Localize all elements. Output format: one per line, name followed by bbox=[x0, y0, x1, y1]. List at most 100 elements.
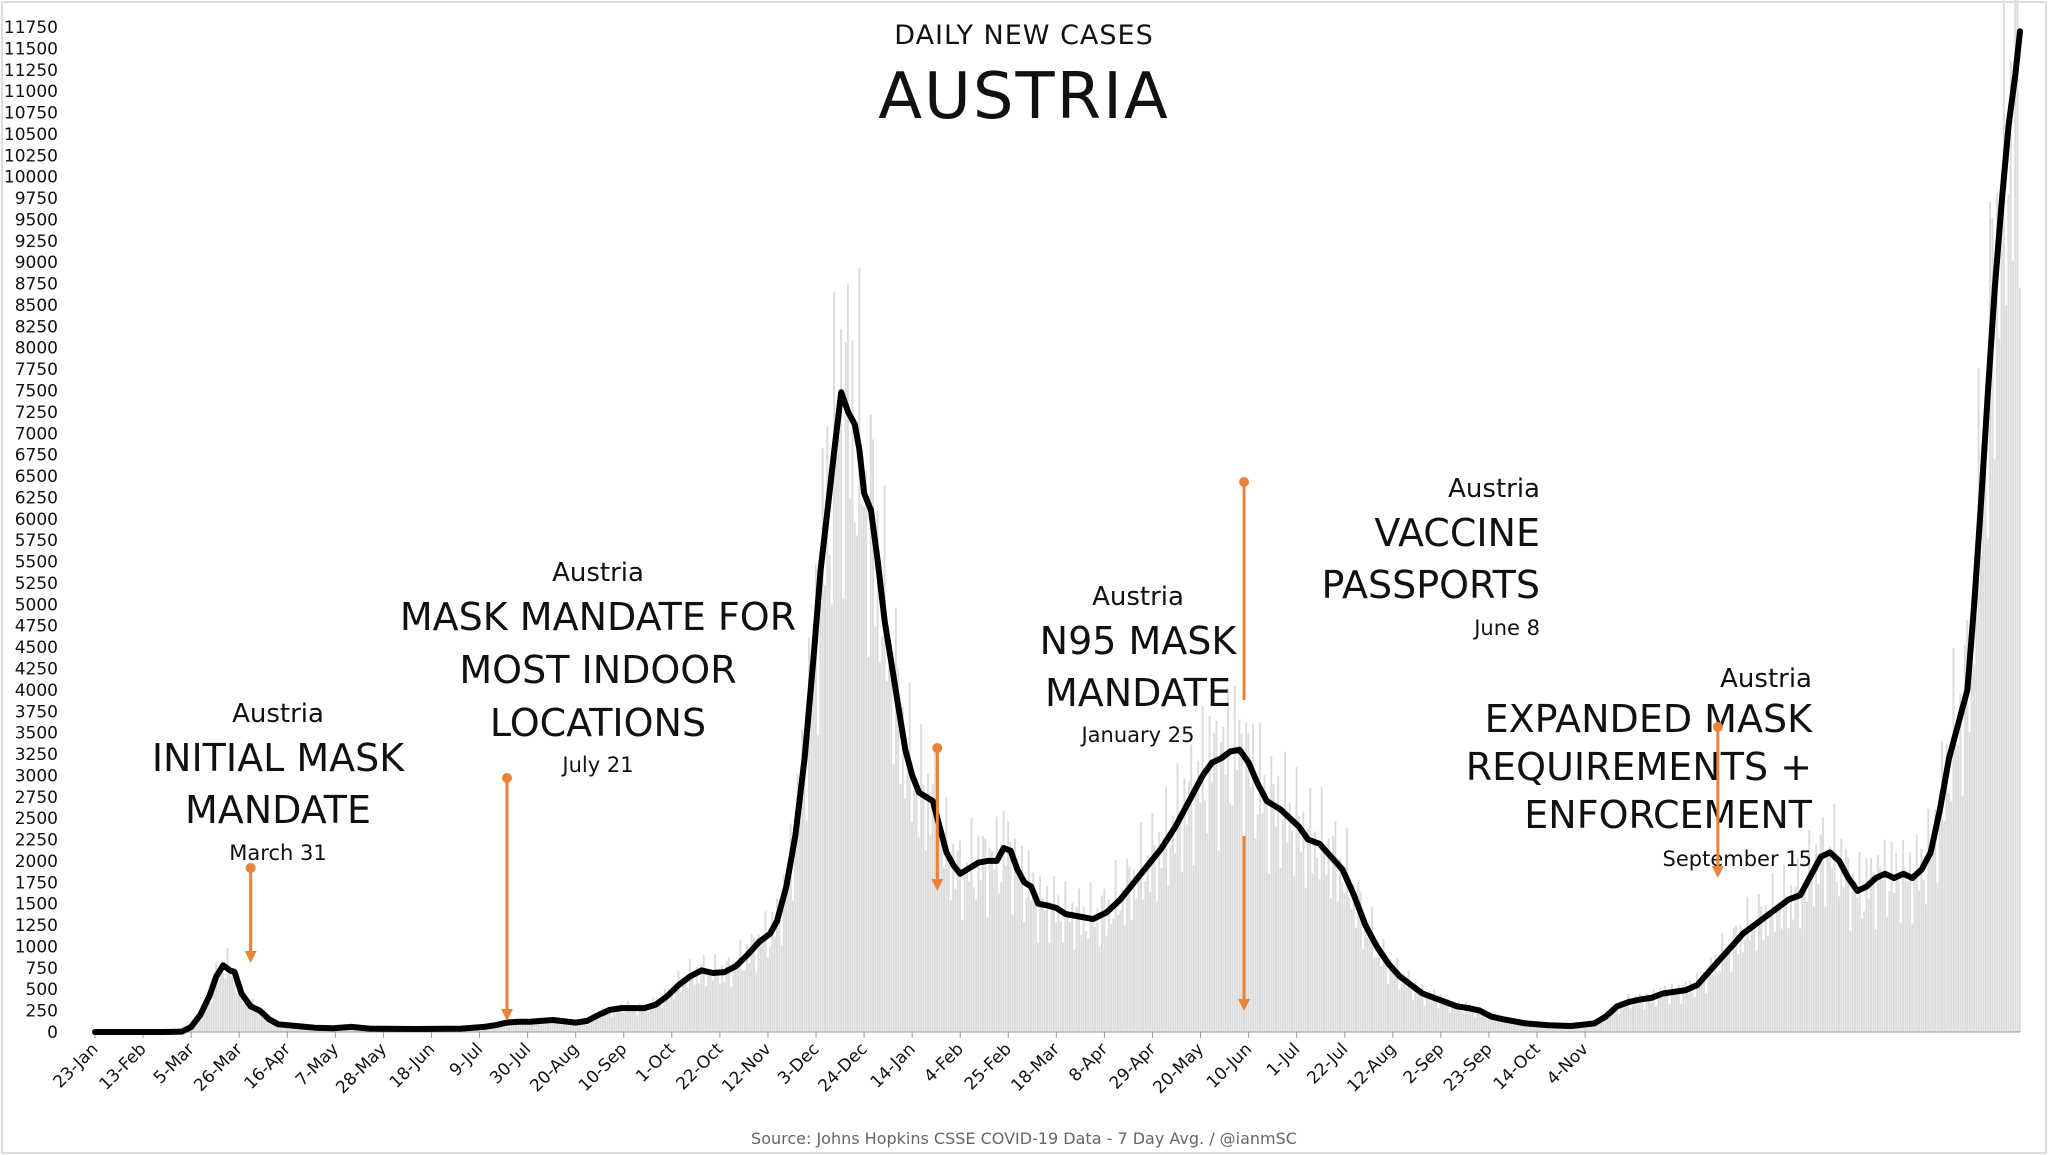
daily-bar bbox=[650, 1007, 653, 1032]
daily-bar bbox=[1670, 983, 1673, 1032]
y-tick-label: 8000 bbox=[15, 339, 58, 359]
daily-bar bbox=[1533, 1023, 1536, 1032]
daily-bar bbox=[1799, 928, 1802, 1032]
daily-bar bbox=[1222, 726, 1225, 1032]
daily-bar bbox=[750, 933, 753, 1032]
daily-bar bbox=[1764, 905, 1767, 1032]
x-tick-label: 16-Apr bbox=[240, 1039, 294, 1093]
daily-bar bbox=[1121, 888, 1124, 1032]
daily-bar bbox=[654, 1007, 657, 1032]
daily-bar bbox=[753, 937, 756, 1032]
daily-bar bbox=[705, 986, 707, 1032]
daily-bar bbox=[1103, 888, 1106, 1032]
daily-bar bbox=[675, 985, 678, 1032]
daily-bar bbox=[1627, 993, 1630, 1032]
x-tick-label: 18-Jun bbox=[386, 1039, 439, 1092]
y-tick-label: 500 bbox=[26, 980, 58, 1000]
daily-bar bbox=[624, 1011, 627, 1032]
daily-bar bbox=[558, 1018, 561, 1032]
daily-bar bbox=[1080, 934, 1083, 1032]
daily-bar bbox=[1890, 841, 1893, 1032]
daily-bar bbox=[1899, 922, 1902, 1032]
daily-bar bbox=[771, 912, 774, 1032]
daily-bar bbox=[1249, 786, 1252, 1032]
daily-bar bbox=[1430, 1000, 1433, 1032]
daily-bar bbox=[1780, 928, 1783, 1032]
daily-bar bbox=[1123, 924, 1126, 1032]
y-tick-label: 5750 bbox=[15, 531, 58, 551]
daily-bar bbox=[1084, 931, 1087, 1032]
daily-bar bbox=[1856, 897, 1859, 1032]
daily-bar bbox=[547, 1020, 550, 1032]
daily-bar bbox=[645, 1004, 648, 1032]
daily-bar bbox=[780, 944, 783, 1032]
daily-bar bbox=[1203, 800, 1206, 1032]
daily-bar bbox=[1789, 884, 1792, 1032]
daily-bar bbox=[666, 992, 669, 1032]
daily-bar bbox=[1462, 1012, 1465, 1032]
daily-bar bbox=[1384, 953, 1387, 1032]
daily-bar bbox=[1210, 781, 1213, 1032]
daily-bar bbox=[643, 1011, 646, 1032]
daily-bar bbox=[938, 830, 941, 1032]
daily-bar bbox=[1146, 855, 1149, 1032]
x-tick-label: 10-Jun bbox=[1203, 1039, 1256, 1092]
y-tick-label: 3500 bbox=[15, 724, 58, 744]
daily-bar bbox=[602, 1007, 604, 1032]
daily-bar bbox=[1561, 1026, 1564, 1032]
daily-bar bbox=[1231, 805, 1234, 1032]
daily-bar bbox=[1538, 1024, 1541, 1032]
daily-bar bbox=[2016, 0, 2019, 1033]
daily-bar bbox=[1300, 851, 1303, 1032]
daily-bar bbox=[196, 1019, 199, 1032]
daily-bar bbox=[1393, 970, 1396, 1032]
daily-bar bbox=[707, 971, 710, 1032]
annotation-label: MANDATE bbox=[1045, 671, 1231, 715]
daily-bar bbox=[1169, 845, 1172, 1032]
daily-bar bbox=[1339, 858, 1341, 1032]
daily-bar bbox=[702, 955, 705, 1032]
daily-bar bbox=[995, 816, 998, 1032]
daily-bar bbox=[1492, 1018, 1495, 1032]
daily-bar bbox=[817, 735, 820, 1032]
daily-bar bbox=[2009, 60, 2012, 1032]
daily-bar bbox=[853, 522, 856, 1032]
daily-bar bbox=[1702, 971, 1705, 1032]
y-tick-label: 9500 bbox=[15, 210, 58, 230]
daily-bar bbox=[975, 899, 978, 1032]
daily-bar bbox=[1199, 802, 1202, 1032]
daily-bar bbox=[1201, 706, 1204, 1032]
daily-bar bbox=[1238, 719, 1241, 1032]
daily-bar bbox=[1666, 994, 1669, 1032]
daily-bar bbox=[1057, 894, 1060, 1032]
y-tick-label: 11500 bbox=[4, 39, 58, 59]
annotation-label: VACCINE bbox=[1374, 511, 1540, 555]
daily-bar bbox=[1110, 924, 1113, 1032]
daily-bar bbox=[693, 984, 696, 1032]
daily-bar bbox=[1549, 1026, 1552, 1032]
daily-bar bbox=[1613, 1003, 1616, 1032]
daily-bar bbox=[1052, 876, 1055, 1032]
daily-bar bbox=[1849, 930, 1852, 1032]
daily-bar bbox=[270, 1019, 273, 1032]
annotation-label: MOST INDOOR bbox=[459, 648, 736, 692]
daily-bar bbox=[911, 822, 913, 1032]
daily-bar bbox=[1274, 826, 1277, 1032]
daily-bar bbox=[961, 920, 964, 1032]
daily-bar bbox=[1567, 1027, 1570, 1032]
daily-bar bbox=[599, 1017, 602, 1032]
daily-bar bbox=[1609, 1009, 1612, 1032]
daily-bar bbox=[1947, 792, 1950, 1032]
daily-bar bbox=[1226, 687, 1229, 1032]
daily-bar bbox=[1277, 775, 1280, 1032]
daily-bar bbox=[1851, 873, 1854, 1032]
daily-bar bbox=[1604, 1018, 1607, 1032]
daily-bar bbox=[1011, 915, 1014, 1032]
daily-bar bbox=[1677, 984, 1680, 1032]
daily-bar bbox=[1494, 1017, 1497, 1032]
daily-bar bbox=[1721, 933, 1724, 1032]
daily-bar bbox=[931, 784, 934, 1032]
daily-bar bbox=[576, 1020, 579, 1032]
daily-bar bbox=[906, 757, 909, 1032]
daily-bar bbox=[757, 934, 760, 1032]
